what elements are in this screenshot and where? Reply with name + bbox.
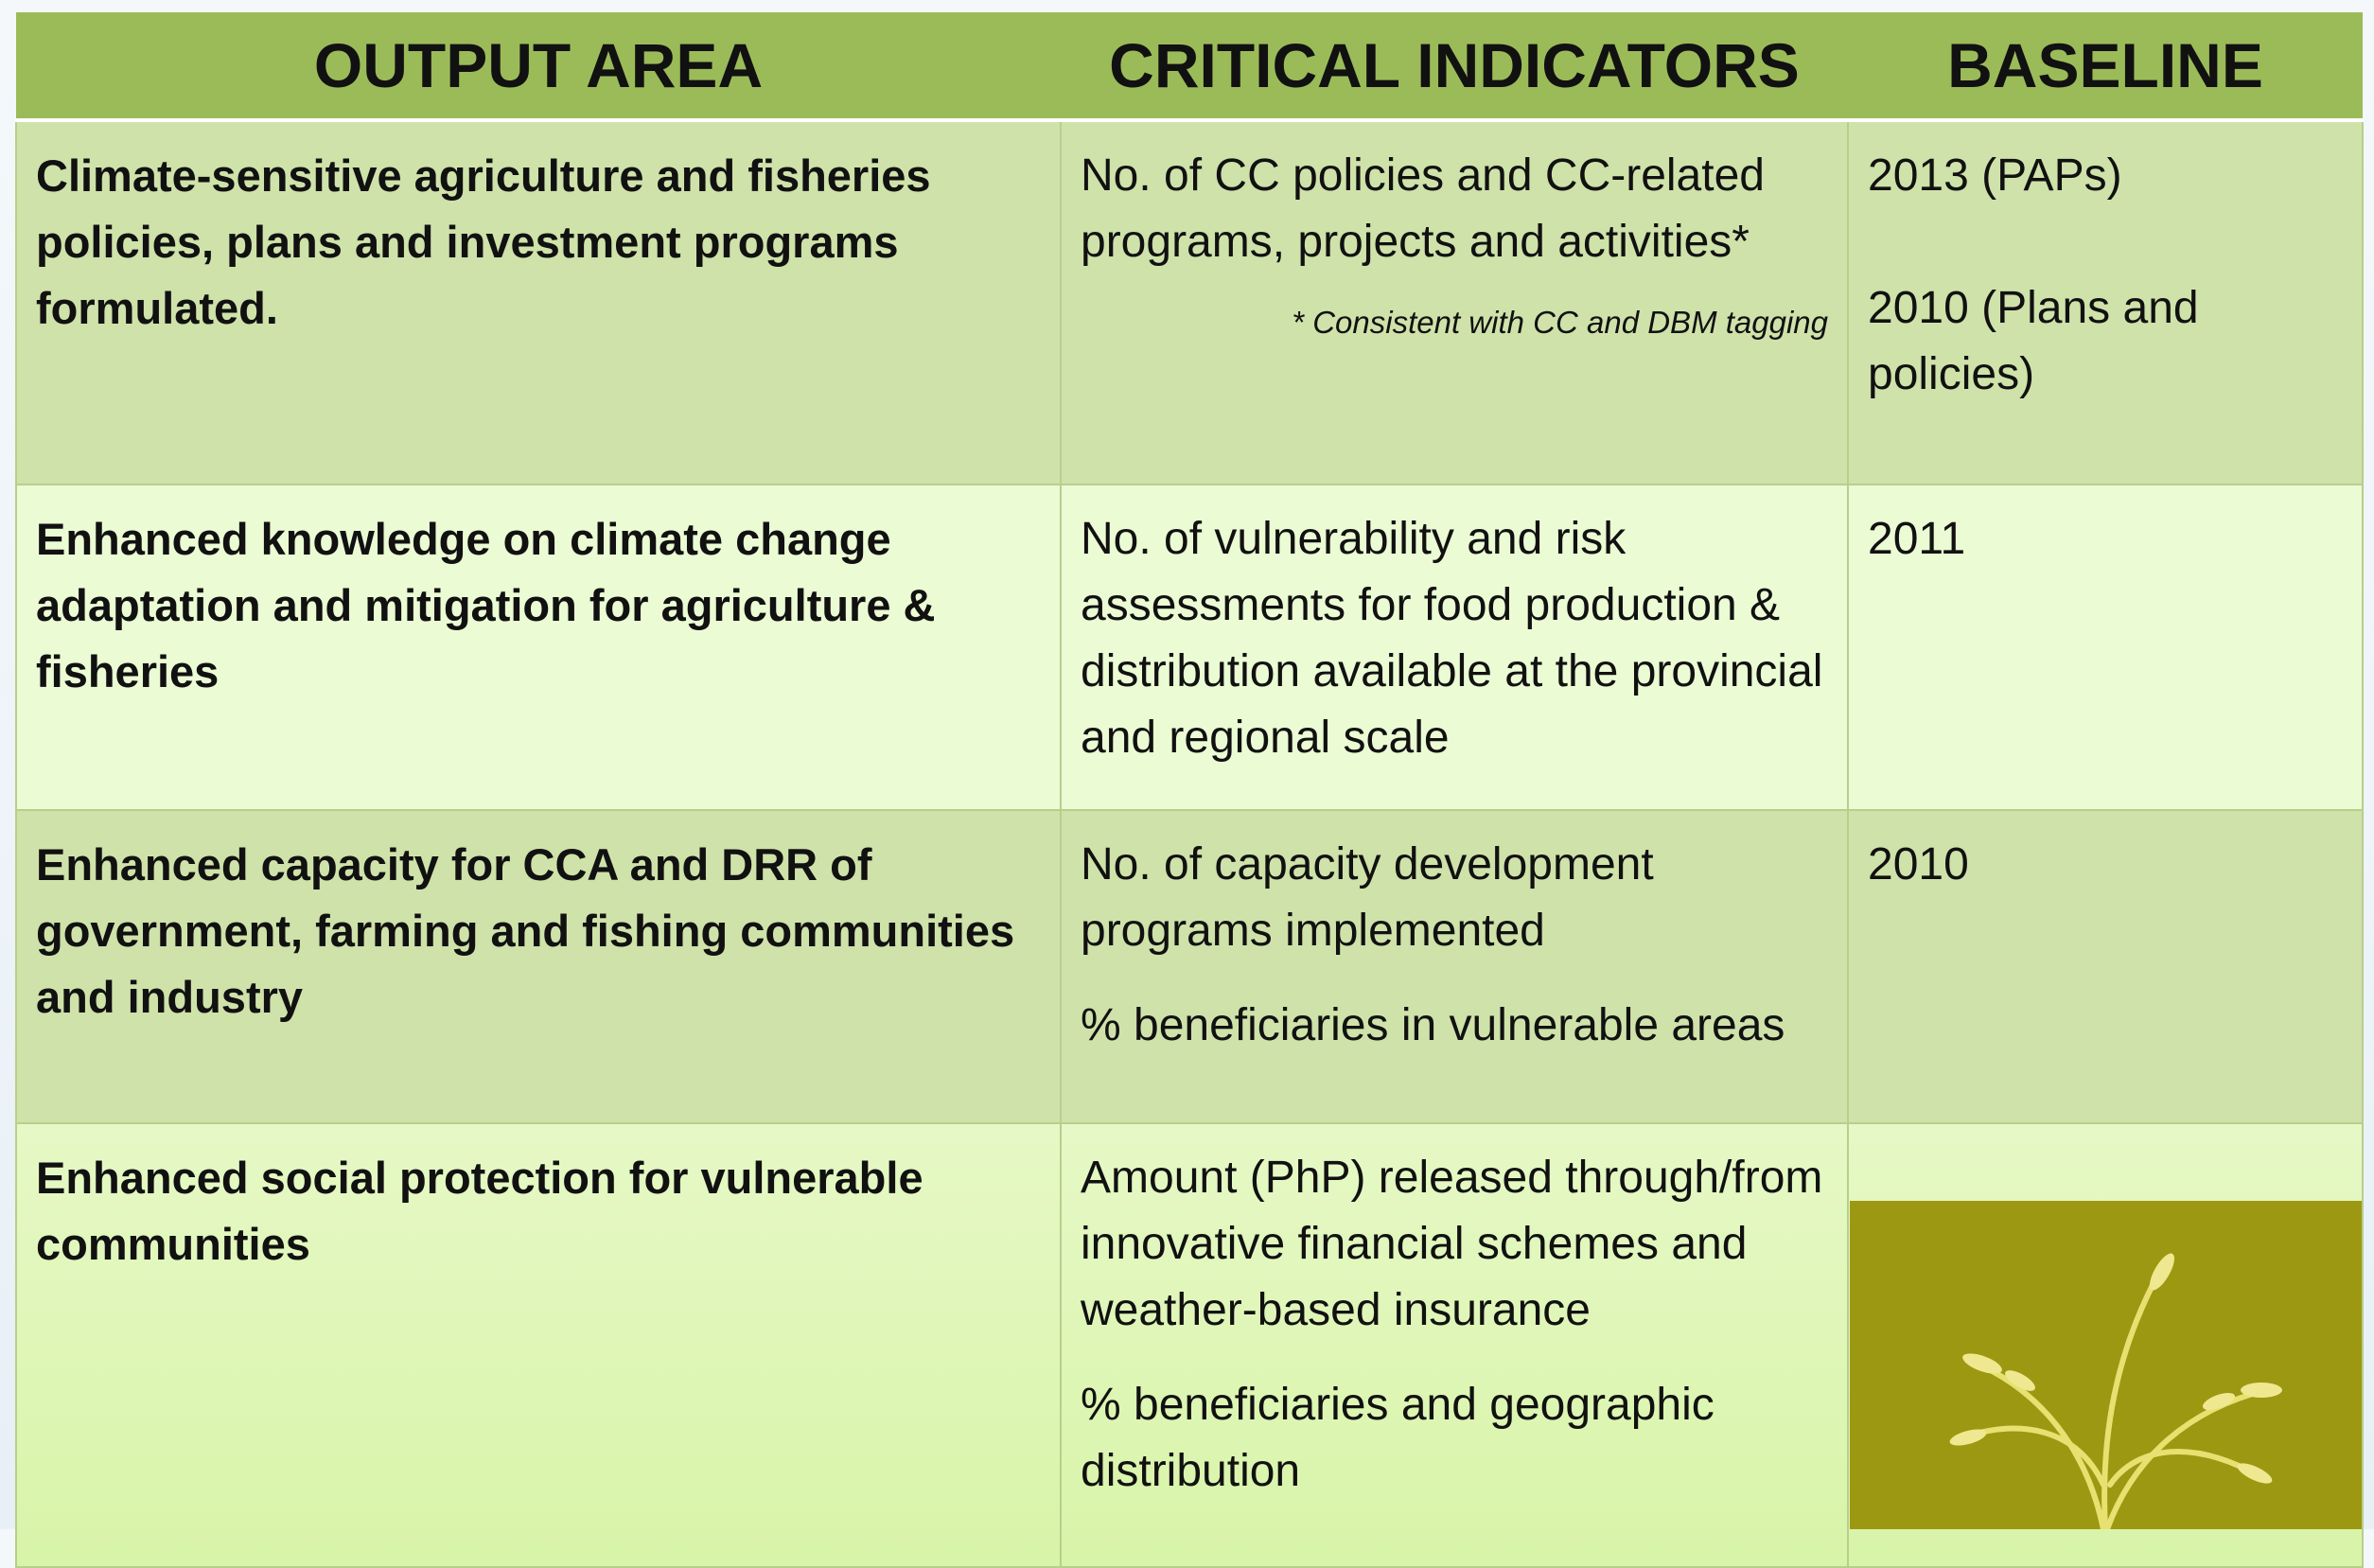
page: OUTPUT AREACRITICAL INDICATORSBASELINE C… xyxy=(0,0,2374,1529)
baseline: 2010 xyxy=(1868,832,2343,898)
output-area: Enhanced capacity for CCA and DRR of gov… xyxy=(16,810,1061,1123)
indicator: Amount (PhP) released through/from innov… xyxy=(1081,1145,1828,1344)
column-header: BASELINE xyxy=(1848,12,2363,120)
rice-image xyxy=(1850,1201,2362,1529)
output-area: Enhanced knowledge on climate change ada… xyxy=(16,484,1061,810)
indicator: No. of capacity development programs imp… xyxy=(1081,832,1828,964)
table-row: Climate-sensitive agriculture and fisher… xyxy=(16,120,2363,484)
baseline: 2013 (PAPs) xyxy=(1868,143,2343,209)
indicator: % beneficiaries and geographic distribut… xyxy=(1081,1372,1828,1505)
table-row: Enhanced knowledge on climate change ada… xyxy=(16,484,2363,810)
indicators-cell: No. of capacity development programs imp… xyxy=(1061,810,1848,1123)
baseline-cell: 2010 xyxy=(1848,810,2363,1123)
output-area: Enhanced social protection for vulnerabl… xyxy=(16,1123,1061,1567)
column-header: OUTPUT AREA xyxy=(16,12,1061,120)
indicator: No. of CC policies and CC-related progra… xyxy=(1081,143,1828,275)
output-area: Climate-sensitive agriculture and fisher… xyxy=(16,120,1061,484)
indicators-cell: Amount (PhP) released through/from innov… xyxy=(1061,1123,1848,1567)
baseline-cell: 2011 xyxy=(1848,484,2363,810)
column-header: CRITICAL INDICATORS xyxy=(1061,12,1848,120)
table-row: Enhanced capacity for CCA and DRR of gov… xyxy=(16,810,2363,1123)
baseline-cell: 2013 (PAPs) 2010 (Plans and policies) xyxy=(1848,120,2363,484)
baseline: 2010 (Plans and policies) xyxy=(1868,275,2343,408)
indicator: % beneficiaries in vulnerable areas xyxy=(1081,993,1828,1059)
indicators-cell: No. of CC policies and CC-related progra… xyxy=(1061,120,1848,484)
baseline: 2011 xyxy=(1868,506,2343,573)
indicators-cell: No. of vulnerability and risk assessment… xyxy=(1061,484,1848,810)
footnote: * Consistent with CC and DBM tagging xyxy=(1081,304,1828,342)
indicator: No. of vulnerability and risk assessment… xyxy=(1081,506,1828,771)
